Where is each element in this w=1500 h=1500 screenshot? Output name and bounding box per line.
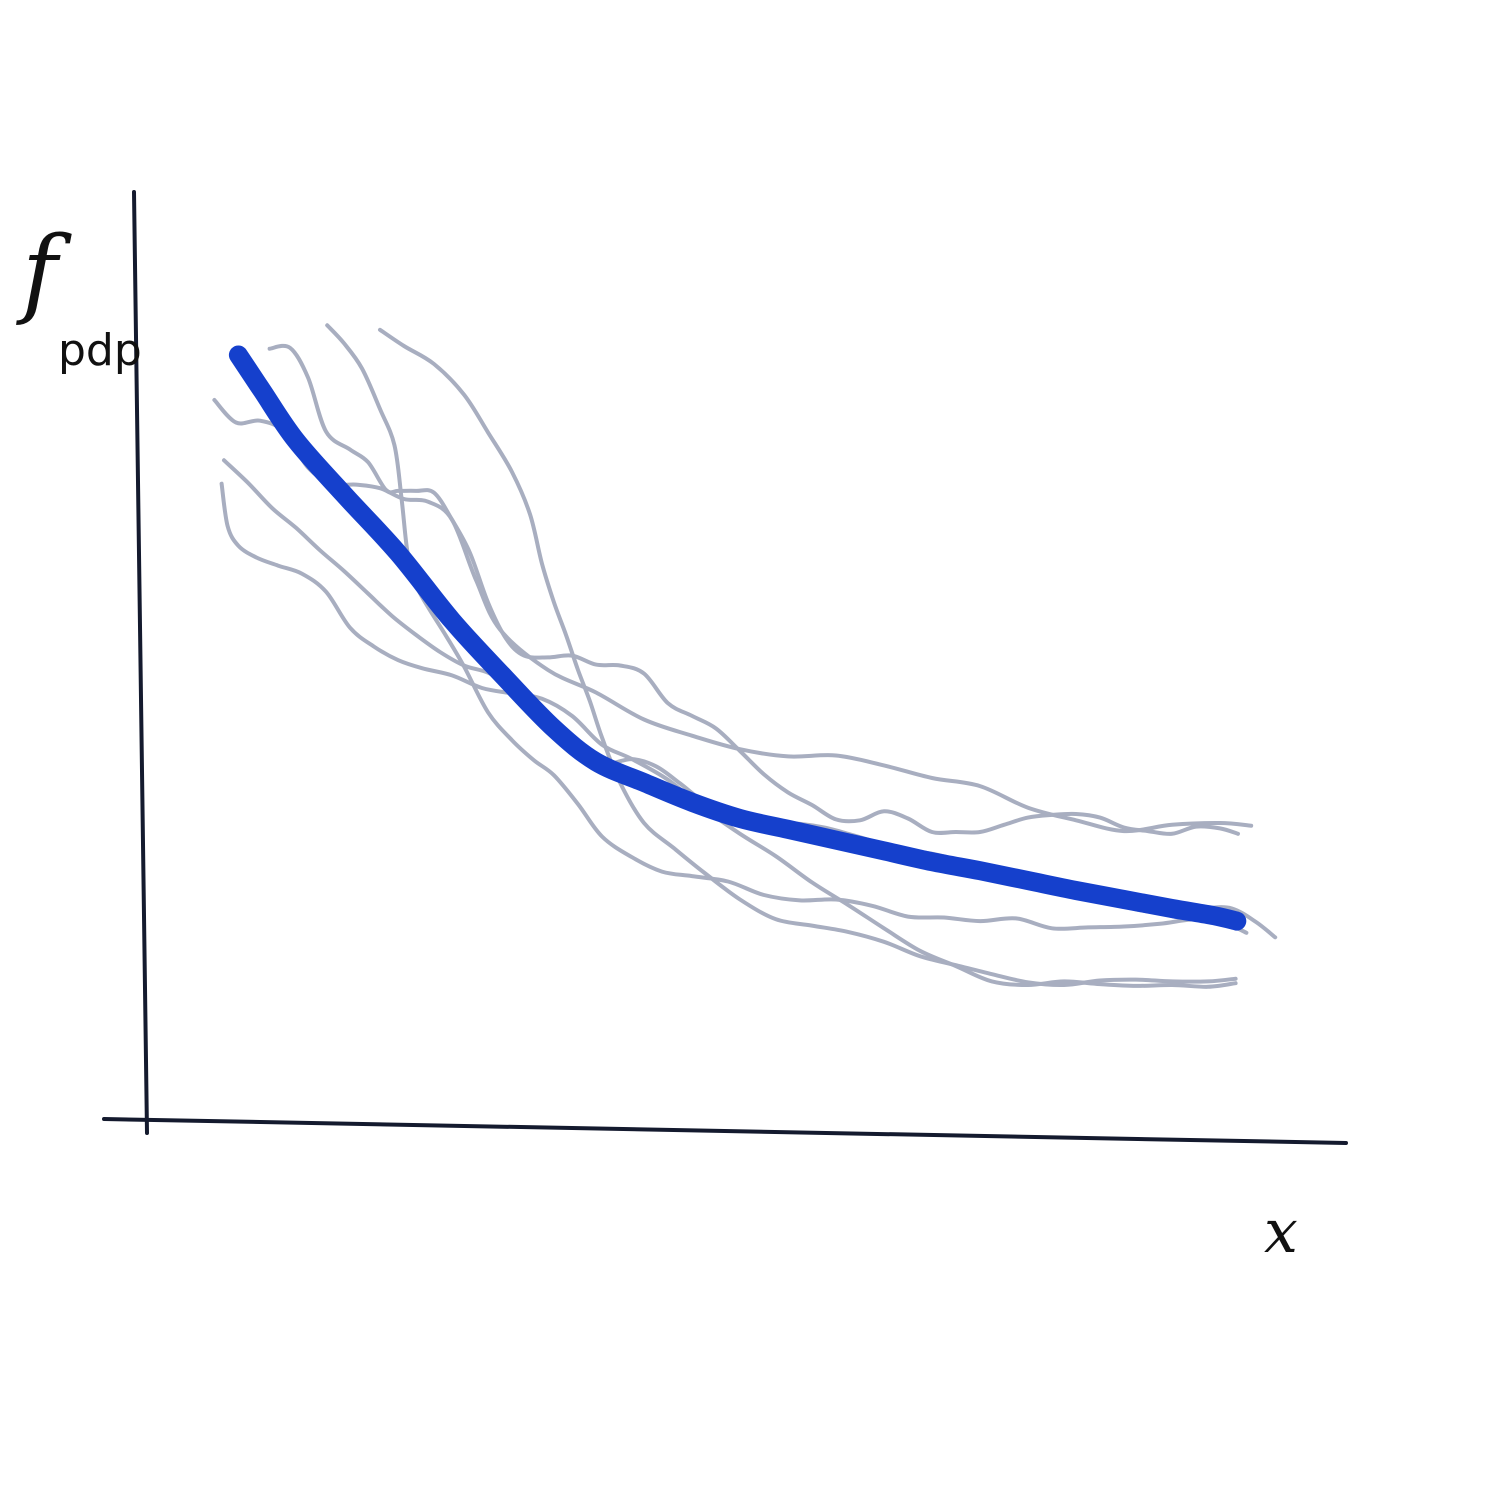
pdp-line <box>228 345 1247 931</box>
ice-line-5 <box>378 327 1238 988</box>
y-axis <box>132 190 149 1135</box>
x-axis <box>102 1117 1348 1145</box>
y-axis-label-main: f <box>16 216 72 328</box>
x-axis-label: x <box>1264 1197 1298 1267</box>
y-axis-label-subscript: pdp <box>58 325 142 376</box>
ice-lines-group <box>212 323 1278 989</box>
ice-line-6 <box>219 481 1238 989</box>
y-axis-label: f pdp <box>16 216 142 376</box>
ice-line-2 <box>267 343 1240 836</box>
pdp-line-group <box>228 345 1247 931</box>
